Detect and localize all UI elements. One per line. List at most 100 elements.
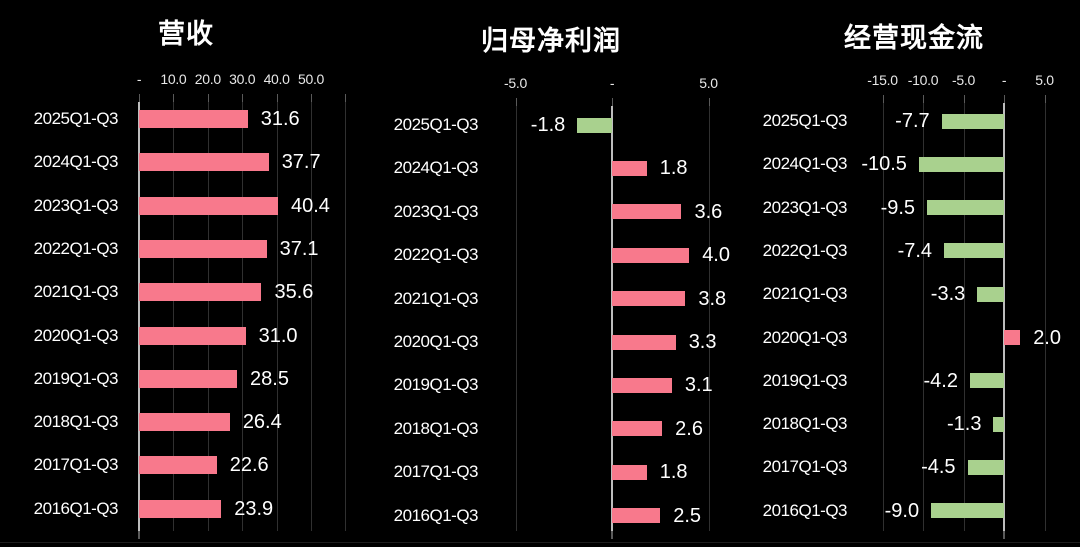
value-label: 3.1	[684, 374, 713, 397]
category-label: 2021Q1-Q3	[33, 282, 119, 302]
axis-tick-label: -	[136, 71, 142, 87]
value-label: 2.6	[675, 417, 703, 440]
tick-mark	[345, 94, 347, 102]
tick-mark	[1044, 95, 1046, 103]
axis-tick-label: -5.0	[952, 72, 975, 88]
gridline	[276, 102, 278, 531]
value-label: -9.5	[880, 196, 916, 219]
positive-bar	[612, 247, 690, 263]
positive-bar	[612, 464, 647, 480]
category-label: 2022Q1-Q3	[393, 245, 479, 265]
category-label: 2016Q1-Q3	[33, 498, 119, 518]
tick-mark	[963, 95, 965, 103]
value-label: 31.6	[260, 108, 300, 130]
value-label: 37.7	[281, 151, 321, 174]
value-label: 3.8	[698, 287, 727, 310]
negative-bar	[944, 243, 1004, 259]
category-label: 2022Q1-Q3	[33, 238, 119, 258]
positive-bar	[139, 283, 262, 302]
value-label: 1.8	[659, 461, 688, 484]
negative-bar	[941, 113, 1004, 129]
value-label: 22.6	[229, 454, 269, 477]
negative-bar	[918, 156, 1004, 172]
positive-bar	[612, 508, 661, 524]
category-label: 2019Q1-Q3	[762, 370, 848, 390]
axis-tick-label: 5.0	[1035, 72, 1054, 88]
positive-bar	[612, 160, 647, 176]
axis-tick-label: 30.0	[229, 71, 256, 87]
category-label: 2025Q1-Q3	[393, 115, 479, 134]
value-label: -4.2	[923, 369, 958, 392]
negative-bar	[927, 200, 1004, 216]
tick-mark	[242, 94, 244, 102]
tick-mark	[882, 95, 884, 103]
value-label: -7.7	[895, 110, 930, 132]
category-label: 2024Q1-Q3	[762, 154, 848, 174]
chart-title-operating-cash-flow: 经营现金流	[844, 23, 984, 53]
category-label: 2025Q1-Q3	[762, 111, 848, 130]
value-label: -3.3	[930, 283, 966, 306]
category-label: 2017Q1-Q3	[762, 457, 848, 477]
positive-bar	[139, 239, 267, 258]
positive-bar	[139, 369, 238, 388]
gridline	[311, 102, 312, 531]
gridline	[345, 102, 347, 531]
positive-bar	[139, 456, 217, 475]
gridline	[207, 102, 209, 531]
axis-tick-label: -15.0	[867, 72, 898, 88]
tick-mark	[173, 94, 175, 102]
gridline	[923, 103, 924, 531]
positive-bar	[1004, 330, 1021, 345]
axis-zero-line	[138, 102, 140, 531]
chart-title-revenue: 营收	[158, 19, 214, 49]
gridline	[963, 103, 965, 531]
category-label: 2025Q1-Q3	[33, 109, 119, 128]
tick-mark	[276, 94, 278, 102]
category-label: 2018Q1-Q3	[393, 418, 479, 438]
value-label: -1.8	[530, 114, 566, 136]
tick-mark	[708, 98, 710, 106]
positive-bar	[139, 499, 222, 518]
gridline	[882, 103, 884, 531]
value-label: -4.5	[921, 456, 956, 479]
axis-tick-label: -	[609, 75, 615, 91]
category-label: 2019Q1-Q3	[33, 368, 119, 388]
positive-bar	[612, 421, 663, 437]
category-label: 2021Q1-Q3	[762, 284, 848, 304]
category-label: 2017Q1-Q3	[393, 462, 479, 482]
positive-bar	[612, 291, 686, 307]
negative-bar	[931, 503, 1004, 519]
value-label: 40.4	[290, 194, 330, 217]
value-label: 37.1	[279, 237, 319, 260]
axis-zero-line	[1003, 103, 1005, 531]
category-label: 2016Q1-Q3	[762, 500, 848, 520]
value-label: 4.0	[702, 244, 730, 267]
axis-tick-label: -5.0	[504, 75, 527, 91]
category-label: 2020Q1-Q3	[33, 325, 119, 345]
value-label: 3.3	[688, 331, 717, 353]
value-label: 23.9	[234, 497, 274, 520]
category-label: 2016Q1-Q3	[393, 505, 479, 525]
value-label: -9.0	[884, 499, 920, 522]
positive-bar	[139, 153, 269, 172]
negative-bar	[969, 373, 1004, 389]
category-label: 2018Q1-Q3	[762, 414, 848, 434]
gridline	[708, 106, 710, 531]
value-label: 2.0	[1033, 326, 1061, 349]
category-label: 2022Q1-Q3	[762, 240, 848, 260]
axis-tick-label: -	[1001, 72, 1007, 88]
gridline	[515, 106, 517, 531]
value-label: 3.6	[694, 200, 723, 223]
negative-bar	[967, 459, 1004, 475]
value-label: -1.3	[947, 413, 982, 436]
axis-bottom-tick-mark	[611, 531, 613, 539]
axis-tick-label: -10.0	[907, 72, 939, 88]
tick-mark	[612, 98, 613, 106]
axis-tick-label: 5.0	[699, 75, 718, 91]
tick-mark	[1004, 95, 1005, 103]
category-label: 2023Q1-Q3	[33, 195, 119, 215]
category-label: 2020Q1-Q3	[762, 327, 848, 347]
value-label: 31.0	[258, 324, 298, 347]
